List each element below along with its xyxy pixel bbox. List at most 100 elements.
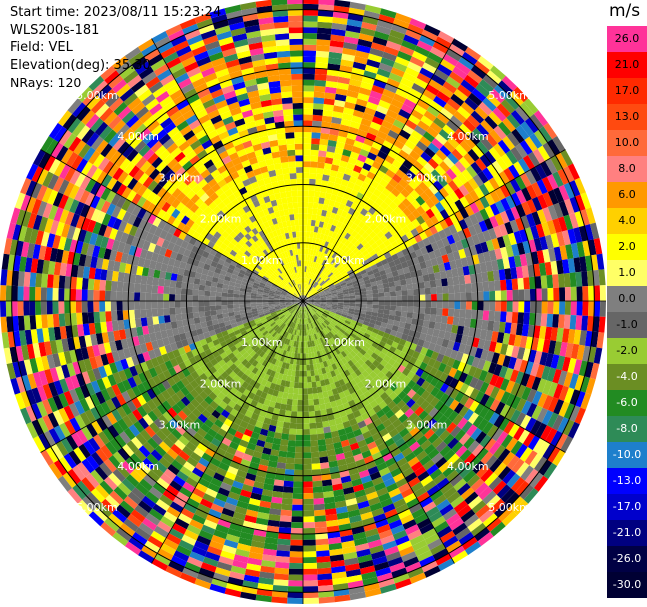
gate-cell: [350, 332, 357, 339]
gate-cell: [316, 550, 330, 557]
gate-cell: [303, 312, 305, 319]
gate-cell: [86, 423, 98, 438]
gate-cell: [416, 450, 428, 462]
gate-cell: [317, 344, 322, 351]
gate-cell: [129, 318, 137, 329]
gate-cell: [245, 354, 253, 362]
gate-cell: [490, 65, 506, 81]
gate-cell: [406, 283, 414, 290]
gate-cell: [547, 174, 559, 190]
gate-cell: [280, 292, 287, 296]
gate-cell: [470, 522, 487, 537]
gate-cell: [505, 245, 514, 258]
gate-cell: [53, 459, 68, 476]
gate-cell: [377, 265, 385, 272]
gate-cell: [215, 296, 222, 301]
gate-cell: [395, 477, 408, 488]
gate-cell: [332, 335, 339, 342]
gate-cell: [221, 301, 228, 306]
gate-cell: [576, 286, 583, 301]
gate-cell: [288, 321, 293, 327]
gate-cell: [248, 498, 261, 507]
gate-cell: [57, 236, 67, 251]
gate-cell: [387, 235, 396, 244]
gate-cell: [405, 154, 417, 166]
gate-cell: [315, 538, 329, 546]
gate-cell: [219, 351, 228, 360]
gate-cell: [285, 319, 291, 326]
gate-cell: [321, 240, 326, 247]
gate-cell: [125, 457, 139, 470]
gate-cell: [492, 321, 500, 332]
gate-cell: [354, 104, 366, 113]
gate-cell: [368, 238, 376, 246]
gate-cell: [131, 532, 148, 546]
gate-cell: [329, 548, 344, 556]
gate-cell: [207, 414, 218, 424]
gate-cell: [475, 431, 487, 444]
gate-cell: [162, 369, 172, 380]
gate-cell: [204, 418, 214, 429]
gate-cell: [211, 276, 219, 283]
gate-cell: [402, 174, 413, 185]
gate-cell: [447, 252, 455, 262]
gate-cell: [417, 240, 426, 249]
gate-cell: [298, 376, 303, 383]
gate-cell: [324, 216, 330, 224]
gate-cell: [281, 343, 287, 350]
gate-cell: [23, 315, 31, 331]
gate-cell: [258, 506, 271, 514]
gate-cell: [331, 292, 338, 295]
gate-cell: [484, 205, 495, 218]
gate-cell: [201, 524, 216, 535]
gate-cell: [323, 104, 334, 112]
gate-cell: [500, 290, 507, 301]
gate-cell: [369, 345, 377, 353]
gate-cell: [138, 522, 154, 536]
gate-cell: [303, 481, 313, 488]
gate-cell: [281, 337, 287, 344]
gate-cell: [258, 396, 266, 405]
gate-cell: [484, 396, 496, 409]
gate-cell: [353, 217, 362, 226]
gate-cell: [413, 160, 424, 172]
gate-cell: [439, 530, 456, 544]
gate-cell: [460, 238, 470, 249]
gate-cell: [108, 513, 124, 528]
gate-cell: [198, 311, 206, 318]
gate-cell: [347, 269, 354, 275]
gate-cell: [134, 309, 141, 319]
gate-cell: [320, 301, 327, 304]
gate-cell: [89, 356, 98, 370]
gate-cell: [159, 270, 167, 280]
gate-cell: [192, 487, 206, 499]
gate-cell: [410, 228, 420, 237]
gate-cell: [518, 429, 531, 444]
gate-cell: [316, 208, 323, 216]
gate-cell: [349, 298, 356, 301]
gate-cell: [539, 262, 547, 276]
gate-cell: [113, 330, 121, 341]
gate-cell: [475, 504, 491, 519]
gate-cell: [515, 384, 526, 399]
gate-cell: [329, 466, 340, 474]
gate-cell: [150, 449, 163, 462]
gate-cell: [25, 389, 37, 406]
gate-cell: [13, 255, 21, 272]
gate-cell: [173, 414, 184, 425]
gate-cell: [388, 201, 398, 211]
gate-cell: [312, 237, 317, 244]
gate-cell: [181, 313, 188, 321]
gate-cell: [118, 262, 127, 273]
gate-cell: [320, 127, 331, 135]
gate-cell: [303, 527, 316, 535]
gate-cell: [286, 294, 293, 298]
gate-cell: [535, 288, 542, 301]
gate-cell: [69, 301, 77, 314]
gate-cell: [419, 555, 436, 568]
gate-cell: [503, 420, 515, 435]
gate-cell: [357, 220, 366, 229]
gate-cell: [185, 441, 197, 452]
gate-cell: [205, 336, 213, 344]
gate-cell: [489, 386, 500, 399]
